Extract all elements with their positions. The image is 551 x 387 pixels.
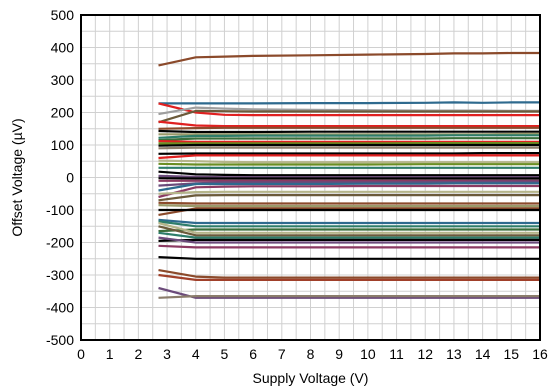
series-line-34 [158,218,540,225]
series-line-26 [158,182,540,192]
y-tick-label: -100 [46,202,74,218]
y-tick-label: 100 [51,137,75,153]
series-line-22 [158,174,540,179]
x-tick-label: 8 [307,346,315,362]
series-line-45 [158,273,540,281]
series-line-35 [158,220,540,228]
series-line-40 [158,238,540,242]
series-line-41 [158,236,540,244]
series-line-31 [158,204,540,208]
x-tick-label: 2 [134,346,142,362]
series-line-14 [158,143,540,147]
series-line-36 [158,228,540,233]
y-tick-label: -300 [46,267,74,283]
x-tick-label: 5 [221,346,229,362]
series-line-37 [158,221,540,234]
x-tick-label: 4 [192,346,200,362]
series-line-3 [158,102,540,117]
plot-frame [80,14,541,341]
series-line-19 [158,162,540,166]
series-line-8 [158,129,540,134]
series-line-44 [158,269,540,279]
y-tick-label: 300 [51,72,75,88]
x-tick-label: 7 [278,346,286,362]
series-line-5 [158,109,540,124]
x-tick-label: 3 [163,346,171,362]
x-tick-label: 11 [389,346,404,362]
y-axis-title: Offset Voltage (µV) [9,118,25,236]
y-tick-label: 400 [51,40,75,56]
series-line-12 [158,140,540,143]
x-tick-label: 1 [106,346,114,362]
series-line-2 [158,101,540,105]
x-tick-label: 14 [475,346,491,362]
x-tick-labels: 0 1 2 3 4 5 6 7 8 9 10 11 12 13 14 15 16 [77,346,548,362]
series-line-1 [158,51,540,67]
series-line-47 [158,295,540,299]
series-line-43 [158,256,540,260]
y-tick-label: 0 [66,170,74,186]
series-line-46 [158,286,540,299]
series-line-17 [158,154,540,160]
series-line-38 [158,225,540,237]
x-tick-label: 0 [77,346,85,362]
y-tick-label: -500 [46,332,74,348]
x-tick-label: 15 [504,346,520,362]
series-line-21 [158,170,540,177]
series-line-27 [158,184,540,199]
series-line-18 [158,159,540,164]
series-line-39 [158,231,540,239]
x-tick-label: 16 [532,346,548,362]
series-line-11 [158,137,540,142]
series-line-30 [158,201,540,205]
series-line-42 [158,244,540,249]
y-tick-labels: -500 -400 -300 -200 -100 0 100 200 300 400 500 [46,7,74,348]
x-tick-label: 10 [360,346,376,362]
series-line-15 [158,146,540,150]
x-tick-label: 13 [446,346,462,362]
series-line-16 [158,152,540,155]
series-line-28 [158,190,540,195]
series-line-29 [158,194,540,202]
y-tick-label: 200 [51,105,75,121]
x-axis-title: Supply Voltage (V) [253,370,369,386]
series-line-25 [158,180,540,187]
x-tick-label: 9 [335,346,343,362]
series-line-6 [158,120,540,128]
x-tick-label: 12 [417,346,433,362]
series-line-32 [158,207,540,216]
series-line-10 [158,134,540,139]
y-tick-label: -400 [46,300,74,316]
series-line-7 [158,126,540,130]
y-tick-label: 500 [51,7,75,23]
x-tick-label: 6 [249,346,257,362]
series-layer [158,51,540,299]
y-tick-label: -200 [46,235,74,251]
